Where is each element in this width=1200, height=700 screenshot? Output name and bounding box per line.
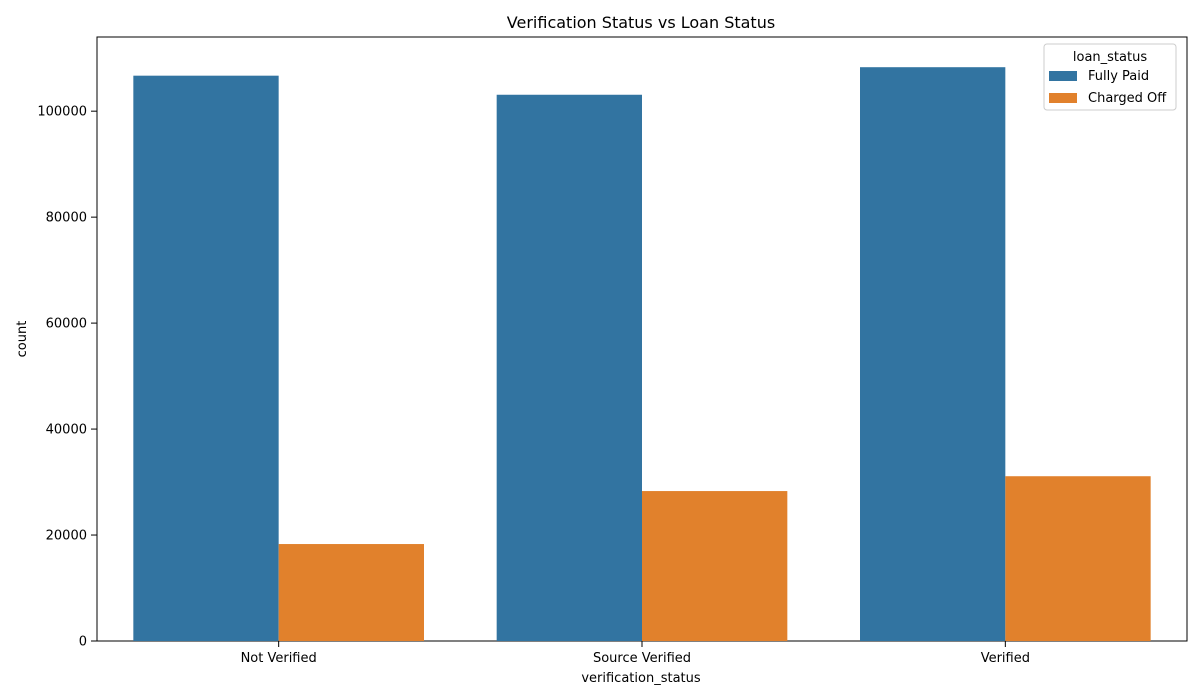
y-tick-label: 80000 xyxy=(46,211,87,226)
bar-fully-paid-source-verified xyxy=(496,94,642,641)
y-tick-label: 0 xyxy=(79,635,87,650)
plot-area xyxy=(96,36,1188,642)
bar-charged-off-verified xyxy=(1005,476,1151,641)
y-axis: 0 20000 40000 60000 80000 100000 xyxy=(37,105,97,650)
x-tick-label: Source Verified xyxy=(593,651,691,666)
y-tick-label: 20000 xyxy=(46,529,87,544)
chart-title: Verification Status vs Loan Status xyxy=(507,13,775,32)
legend: loan_status Fully Paid Charged Off xyxy=(1043,43,1177,111)
x-axis: Not Verified Source Verified Verified xyxy=(241,641,1030,666)
x-tick-label: Verified xyxy=(981,651,1030,666)
x-axis-label: verification_status xyxy=(581,671,701,686)
y-tick-label: 40000 xyxy=(46,423,87,438)
bar-charged-off-not-verified xyxy=(278,544,424,641)
y-tick-label: 100000 xyxy=(37,105,87,120)
y-axis-label: count xyxy=(15,321,30,358)
legend-swatch-charged-off xyxy=(1049,93,1077,103)
legend-label-charged-off: Charged Off xyxy=(1088,91,1167,106)
legend-title: loan_status xyxy=(1073,50,1147,65)
bar-fully-paid-verified xyxy=(860,67,1006,641)
legend-swatch-fully-paid xyxy=(1049,71,1077,81)
bar-charged-off-source-verified xyxy=(642,491,788,641)
y-tick-label: 60000 xyxy=(46,317,87,332)
x-tick-label: Not Verified xyxy=(241,651,317,666)
bar-fully-paid-not-verified xyxy=(133,75,279,642)
legend-label-fully-paid: Fully Paid xyxy=(1088,69,1149,84)
